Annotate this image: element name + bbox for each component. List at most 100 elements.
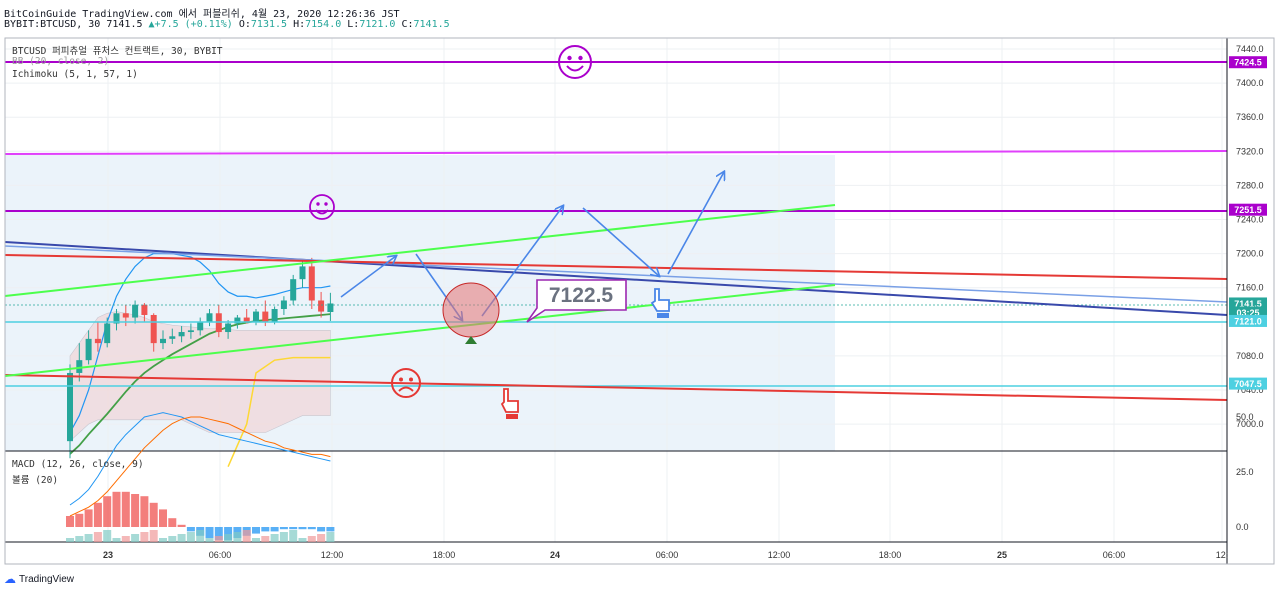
candle-body — [262, 311, 269, 322]
volume-bar — [270, 534, 279, 542]
position-shading — [5, 155, 835, 451]
volume-bar — [159, 538, 167, 542]
light-blue-trendline — [4, 245, 1228, 303]
time-tick-label: 12:00 — [768, 550, 791, 560]
macd-histogram-bar — [93, 502, 102, 527]
time-tick-label: 12:00 — [321, 550, 344, 560]
volume-bar — [84, 534, 93, 542]
volume-bar — [261, 536, 270, 542]
macd-histogram-bar — [279, 527, 288, 530]
price-axis: 7000.07040.07080.07120.07160.07200.07240… — [1229, 44, 1267, 532]
time-tick-label: 18:00 — [879, 550, 902, 560]
volume-bar — [214, 536, 223, 542]
publish-info: BitCoinGuide TradingView.com 에서 퍼블리쉬, 4월… — [4, 9, 400, 20]
high-value: 7154.0 — [305, 19, 342, 30]
price-label-text: 7141.5 — [1234, 299, 1262, 309]
macd-histogram-bar — [224, 527, 233, 541]
macd-histogram-bar — [214, 527, 223, 541]
volume-bar — [326, 532, 335, 542]
low-value: 7121.0 — [359, 19, 396, 30]
volume-bar — [149, 530, 158, 542]
candle-body — [234, 317, 241, 324]
volume-bar — [131, 534, 140, 542]
candle-body — [122, 313, 129, 318]
volume-bar — [186, 532, 195, 542]
volume-bar — [75, 536, 84, 542]
time-tick-label: 24 — [550, 550, 560, 560]
legend-volume[interactable]: 볼륨 (20) — [12, 475, 59, 486]
price-label-box — [1229, 56, 1267, 69]
candle-body — [160, 338, 166, 344]
macd-histogram-bar — [186, 527, 195, 532]
candle-body — [197, 321, 204, 331]
chart-frame — [4, 37, 1275, 565]
tradingview-logo[interactable]: ☁ TradingView — [4, 572, 74, 586]
price-tick-label: 7400.0 — [1236, 78, 1264, 88]
macd-pane — [66, 412, 335, 542]
forecast-arrow — [582, 207, 659, 276]
low-label: L: — [347, 19, 360, 30]
candle-body — [85, 338, 92, 361]
ohlc-header: BYBIT:BTCUSD, 30 7141.5 ▲+7.5 (+0.11%) O… — [4, 19, 450, 30]
candle-body — [132, 304, 139, 318]
macd-histogram-bar — [84, 509, 93, 527]
candle-body — [327, 303, 334, 312]
volume-bar — [242, 530, 251, 542]
open-label: O: — [238, 19, 251, 30]
candle-body — [169, 336, 176, 339]
candle-body — [67, 372, 73, 442]
time-tick-label: 23 — [103, 550, 113, 560]
happy-face-icon — [309, 194, 335, 220]
macd-histogram-bar — [168, 518, 177, 527]
cloud-area — [69, 311, 331, 442]
candle-body — [94, 338, 101, 344]
time-tick-label: 06:00 — [1103, 550, 1126, 560]
candle-body — [206, 313, 213, 322]
macd-tick-label: 50.0 — [1236, 412, 1254, 422]
macd-histogram-bar — [270, 527, 279, 532]
volume-bar — [289, 530, 298, 542]
price-label-text: 7424.5 — [1234, 58, 1262, 68]
volume-bar — [205, 538, 214, 542]
macd-tick-label: 0.0 — [1236, 522, 1249, 532]
volume-bar — [317, 534, 326, 542]
price-tick-label: 7000.0 — [1236, 419, 1264, 429]
signal-line — [69, 416, 331, 517]
lagging-span-line — [227, 356, 331, 468]
legend-macd[interactable]: MACD (12, 26, close, 9) — [12, 459, 144, 470]
macd-histogram-bar — [261, 527, 270, 532]
price-label-text: 7047.5 — [1234, 379, 1262, 389]
volume-bar — [177, 534, 186, 542]
legend-ichimoku[interactable]: Ichimoku (5, 1, 57, 1) — [12, 69, 138, 80]
price-tick-label: 7320.0 — [1236, 146, 1264, 156]
volume-bar — [168, 536, 177, 542]
volume-bar — [298, 538, 307, 542]
candle-body — [150, 314, 157, 344]
macd-histogram-bar — [289, 527, 298, 530]
macd-histogram-bar — [131, 494, 140, 527]
price-tick-label: 7040.0 — [1236, 385, 1264, 395]
time-tick-label: 06:00 — [656, 550, 679, 560]
macd-histogram-bar — [252, 527, 260, 534]
legend-title[interactable]: BTCUSD 퍼피츄얼 퓨처스 컨트랙트, 30, BYBIT — [12, 46, 223, 57]
macd-histogram-bar — [298, 527, 307, 530]
happy-face-icon — [558, 45, 592, 79]
volume-bar — [233, 532, 242, 542]
candle-body — [225, 323, 232, 333]
candle-body — [113, 313, 120, 324]
moving-average-line — [69, 313, 331, 455]
volume-bar — [196, 530, 205, 542]
forecast-arrow — [340, 256, 396, 298]
time-axis: 23 06:00 12:00 18:00 24 06:00 12:00 18:00 25 06:0… — [103, 550, 1228, 560]
target-circle — [442, 282, 500, 338]
volume-bar — [103, 530, 112, 542]
volume-bar — [307, 536, 316, 542]
price-callout-text: 7122.5 — [549, 284, 614, 307]
volume-bar — [66, 538, 74, 542]
macd-histogram-bar — [112, 491, 121, 527]
red-trendline-lower — [4, 374, 1228, 401]
level-line-7320 — [4, 150, 1228, 155]
macd-histogram-bar — [149, 502, 158, 527]
legend-bb[interactable]: BB (20, close, 2) — [12, 56, 110, 67]
macd-histogram-bar — [177, 524, 186, 527]
